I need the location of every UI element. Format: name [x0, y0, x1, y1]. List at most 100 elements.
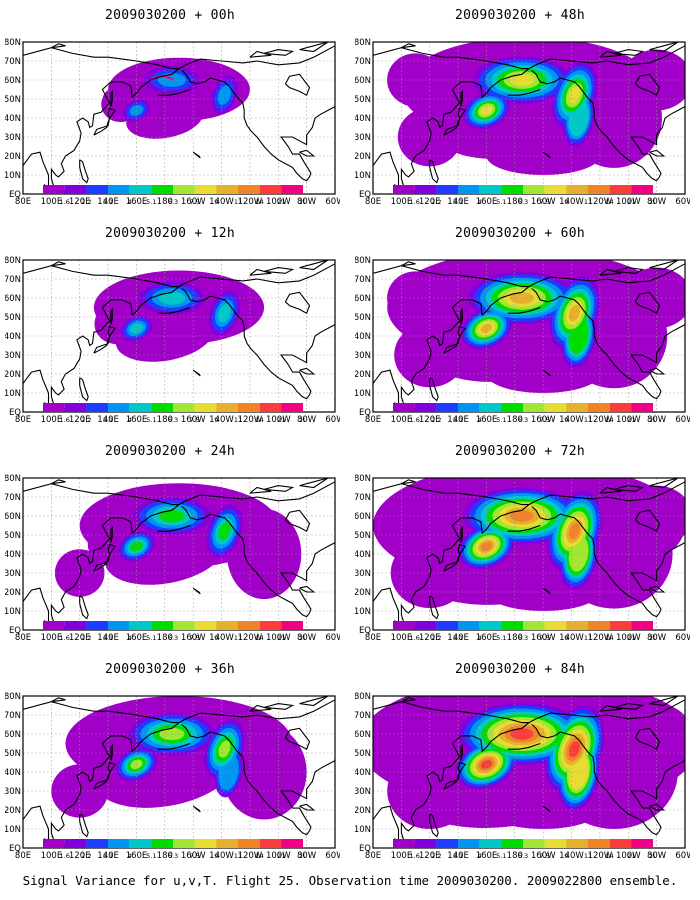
lon-tick-label: 180 — [507, 851, 523, 861]
lon-tick-label: 120E — [419, 415, 441, 425]
colorbar-label: 29 — [649, 852, 655, 860]
colorbar-swatch — [216, 185, 238, 194]
colorbar-swatch — [108, 621, 130, 630]
colorbar-swatch — [479, 403, 502, 412]
lon-tick-label: 120E — [69, 851, 91, 861]
map-panel-p60: 2009030200 + 60h EQ 10N 20N 30N 40N 50N 60N 70N 8… — [355, 226, 690, 438]
colorbar-swatch — [458, 403, 480, 412]
colorbar-swatch — [609, 839, 632, 848]
lon-tick-label: 100E — [41, 415, 63, 425]
lat-tick-label: 70N — [355, 711, 371, 721]
colorbar-swatch — [609, 185, 632, 194]
lat-tick-label: 20N — [5, 588, 21, 598]
lon-tick-label: 120E — [69, 633, 91, 643]
colorbar-swatch — [609, 621, 632, 630]
colorbar-swatch — [43, 621, 65, 630]
colorbar-swatch — [436, 403, 458, 412]
lon-tick-label: 80W — [297, 415, 317, 425]
colorbar-swatch — [458, 185, 480, 194]
colorbar-swatch — [194, 839, 217, 848]
colorbar-swatch — [194, 621, 217, 630]
colorbar-swatch — [64, 185, 87, 194]
lat-tick-label: 10N — [5, 171, 21, 181]
colorbar-label: 14 — [606, 198, 614, 206]
lat-tick-label: 60N — [355, 512, 371, 522]
colorbar-swatch — [259, 403, 282, 412]
colorbar-label: 3.1 — [103, 634, 113, 642]
colorbar-swatch — [238, 403, 260, 412]
coastlines — [373, 260, 685, 412]
colorbar-swatch — [501, 185, 523, 194]
colorbar-label: 9 — [214, 198, 218, 206]
lat-tick-label: 50N — [5, 95, 21, 105]
colorbar-label: 5.1 — [496, 634, 506, 642]
lat-tick-label: 60N — [355, 730, 371, 740]
colorbar-swatch — [86, 839, 108, 848]
colorbar-swatch — [609, 403, 632, 412]
map-panel-p36: 2009030200 + 36h EQ 10N 20N 30N 40N 50N 60N 70N 8… — [5, 662, 340, 874]
lon-tick-label: 80W — [297, 633, 317, 643]
lat-tick-label: 80N — [355, 692, 371, 702]
colorbar-label: 21 — [627, 416, 635, 424]
colorbar-swatch — [173, 839, 195, 848]
colorbar-swatch — [129, 621, 152, 630]
colorbar-swatch — [129, 403, 152, 412]
colorbar-label: 3.1 — [453, 852, 463, 860]
map-plot: EQ 10N 20N 30N 40N 50N 60N 70N 80N 80E 100E 120E 140… — [5, 474, 340, 643]
colorbar-label: 6.3 — [168, 198, 178, 206]
panel-title: 2009030200 + 12h — [104, 226, 236, 241]
lat-tick-label: 10N — [5, 825, 21, 835]
colorbar-label: 5.1 — [496, 852, 506, 860]
lat-tick-label: 80N — [5, 256, 21, 266]
lat-tick-label: 70N — [355, 275, 371, 285]
lon-tick-label: 180 — [157, 633, 173, 643]
colorbar-label: 6.3 — [518, 852, 528, 860]
colorbar-label: 6.3 — [518, 634, 528, 642]
colorbar-swatch — [259, 621, 282, 630]
lat-tick-label: 80N — [355, 38, 371, 48]
colorbar-swatch — [281, 621, 303, 630]
panel-title: 2009030200 + 24h — [104, 444, 236, 459]
lon-tick-label: 160E — [476, 633, 498, 643]
colorbar-label: 2.2 — [431, 634, 441, 642]
lon-tick-label: 60W — [325, 851, 340, 861]
colorbar-swatch — [631, 839, 653, 848]
lat-tick-label: 50N — [355, 95, 371, 105]
colorbar-label: 4 — [128, 634, 132, 642]
lon-tick-label: 60W — [675, 851, 690, 861]
lat-tick-label: 70N — [355, 57, 371, 67]
map-panel-p72: 2009030200 + 72h EQ 10N 20N 30N 40N 50N 60N 70N 8… — [355, 444, 690, 656]
colorbar-label: 3.1 — [103, 416, 113, 424]
lat-tick-label: 30N — [355, 351, 371, 361]
lon-tick-label: 60W — [325, 633, 340, 643]
colorbar-swatch — [479, 839, 502, 848]
coastlines — [23, 696, 335, 848]
lon-tick-label: 100W — [266, 415, 291, 425]
lat-tick-label: 40N — [355, 768, 371, 778]
coastlines — [23, 42, 335, 194]
lon-tick-label: 80E — [15, 633, 31, 643]
colorbar-swatch — [414, 621, 437, 630]
colorbar-label: 6.3 — [518, 416, 528, 424]
colorbar-label: 1.6 — [410, 634, 420, 642]
colorbar-label: 21 — [277, 852, 285, 860]
colorbar-label: 1.6 — [60, 634, 70, 642]
lon-tick-label: 100E — [391, 197, 413, 207]
lon-tick-label: 120W — [588, 197, 613, 207]
colorbar-swatch — [151, 839, 173, 848]
lat-tick-label: 30N — [5, 351, 21, 361]
colorbar-label: 2.2 — [81, 634, 91, 642]
lon-tick-label: 140E — [97, 197, 119, 207]
lat-tick-label: 60N — [355, 294, 371, 304]
colorbar-swatch — [238, 185, 260, 194]
lat-tick-label: 40N — [5, 768, 21, 778]
lon-tick-label: 140W — [209, 851, 234, 861]
colorbar-label: 1.6 — [60, 198, 70, 206]
lat-tick-label: 30N — [355, 569, 371, 579]
colorbar-label: 21 — [277, 416, 285, 424]
lon-tick-label: 160E — [126, 415, 148, 425]
colorbar-swatch — [173, 403, 195, 412]
lat-tick-label: 40N — [5, 114, 21, 124]
lat-tick-label: 20N — [5, 806, 21, 816]
colorbar-swatch — [64, 621, 87, 630]
